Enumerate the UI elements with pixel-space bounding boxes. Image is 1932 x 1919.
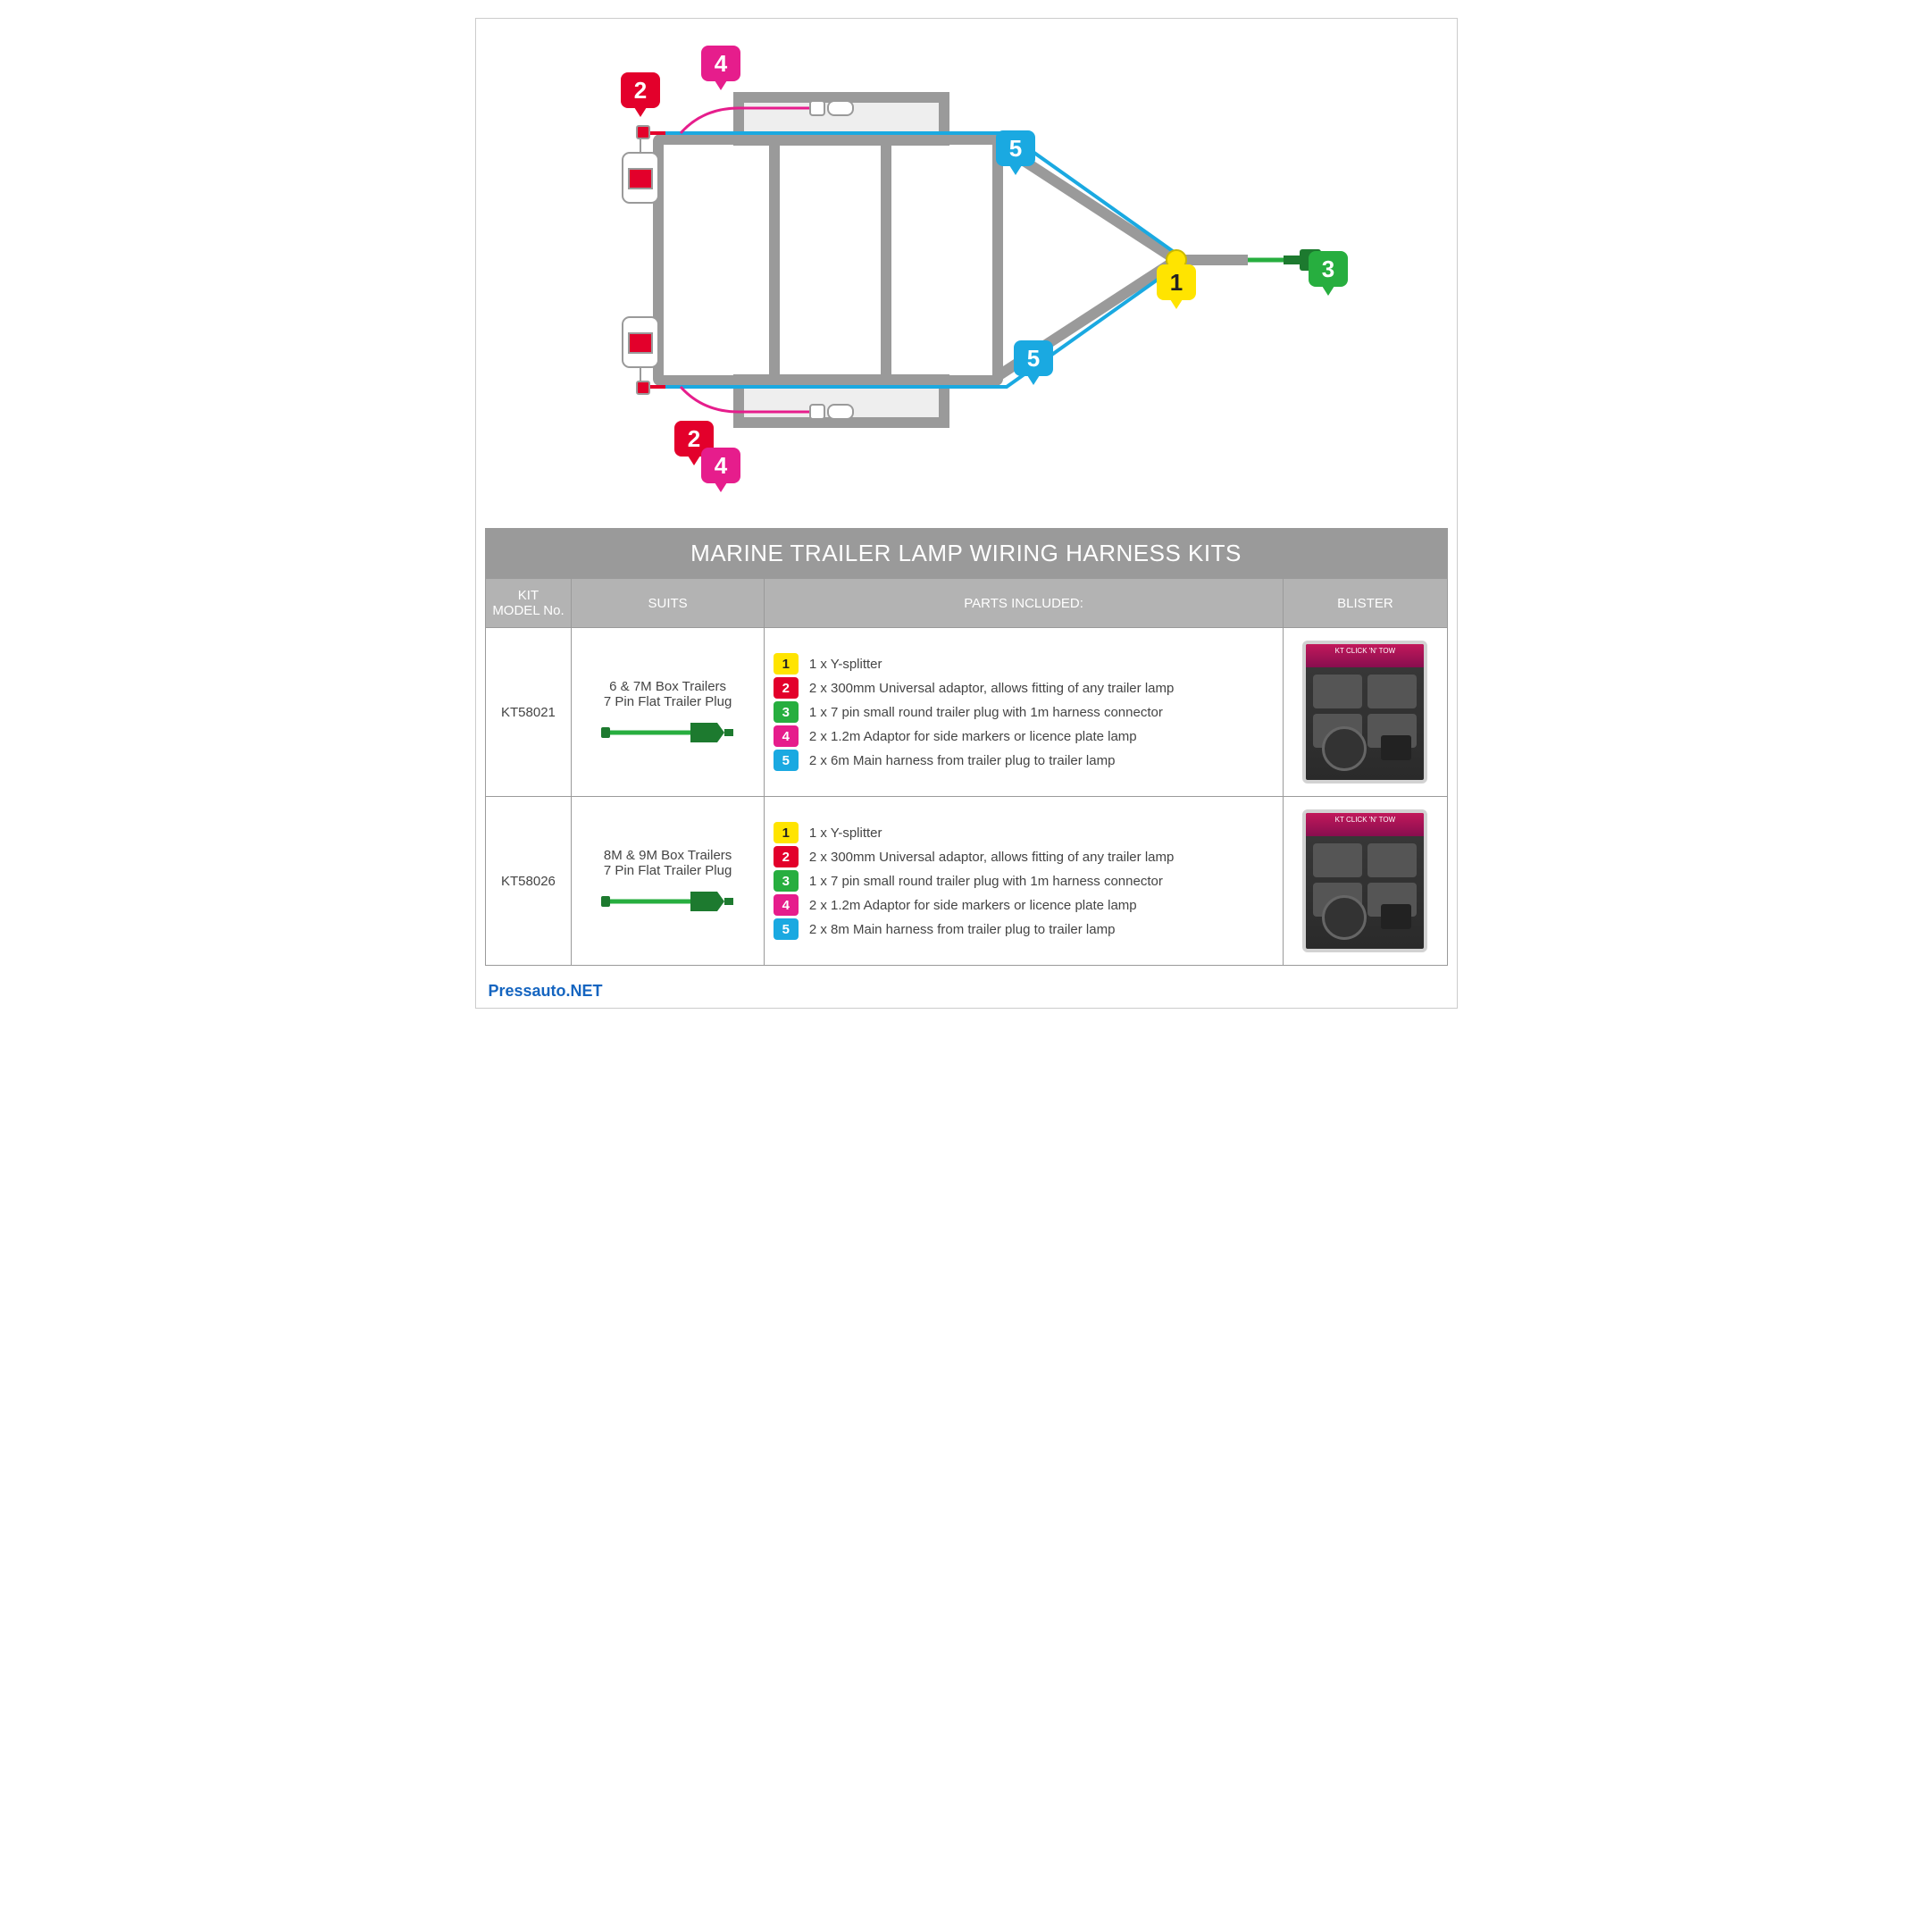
part-line: 3 1 x 7 pin small round trailer plug with… <box>774 701 1275 723</box>
suits-text: 6 & 7M Box Trailers7 Pin Flat Trailer Pl… <box>604 679 732 709</box>
part-badge-1: 1 <box>774 822 799 843</box>
part-desc: 1 x Y-splitter <box>809 825 882 841</box>
part-line: 4 2 x 1.2m Adaptor for side markers or li… <box>774 894 1275 916</box>
svg-text:3: 3 <box>1321 256 1334 282</box>
part-desc: 1 x 7 pin small round trailer plug with … <box>809 705 1163 720</box>
trailer-wiring-diagram: 1 2 2 3 4 4 5 5 <box>551 37 1382 501</box>
callout-badge-2: 2 <box>621 72 660 117</box>
callout-badge-1: 1 <box>1157 264 1196 309</box>
svg-text:4: 4 <box>714 452 727 479</box>
blister-pack-image: KT CLICK 'N' TOW <box>1302 641 1427 784</box>
part-badge-3: 3 <box>774 701 799 723</box>
parts-cell: 1 1 x Y-splitter 2 2 x 300mm Universal adap… <box>764 797 1284 966</box>
part-badge-4: 4 <box>774 725 799 747</box>
plug-icon <box>601 720 735 745</box>
table-row: KT58026 8M & 9M Box Trailers7 Pin Flat T… <box>485 797 1447 966</box>
part-line: 4 2 x 1.2m Adaptor for side markers or li… <box>774 725 1275 747</box>
svg-text:4: 4 <box>714 50 727 77</box>
part-badge-5: 5 <box>774 750 799 771</box>
part-desc: 2 x 6m Main harness from trailer plug to… <box>809 753 1116 768</box>
blister-pack-image: KT CLICK 'N' TOW <box>1302 809 1427 952</box>
callout-badge-3: 3 <box>1309 251 1348 296</box>
part-desc: 2 x 8m Main harness from trailer plug to… <box>809 922 1116 937</box>
part-desc: 2 x 300mm Universal adaptor, allows fitt… <box>809 850 1175 865</box>
svg-text:5: 5 <box>1008 135 1021 162</box>
callout-badge-4: 4 <box>701 46 740 90</box>
svg-text:2: 2 <box>633 77 646 104</box>
model-cell: KT58026 <box>485 797 572 966</box>
callout-badge-4: 4 <box>701 448 740 492</box>
part-badge-5: 5 <box>774 918 799 940</box>
svg-text:5: 5 <box>1026 345 1039 372</box>
part-line: 3 1 x 7 pin small round trailer plug with… <box>774 870 1275 892</box>
kits-table: MARINE TRAILER LAMP WIRING HARNESS KITS … <box>485 528 1448 966</box>
suits-cell: 8M & 9M Box Trailers7 Pin Flat Trailer P… <box>572 797 764 966</box>
part-desc: 2 x 300mm Universal adaptor, allows fitt… <box>809 681 1175 696</box>
part-line: 2 2 x 300mm Universal adaptor, allows fit… <box>774 677 1275 699</box>
blister-cell: KT CLICK 'N' TOW <box>1284 797 1447 966</box>
table-title-row: MARINE TRAILER LAMP WIRING HARNESS KITS <box>485 529 1447 579</box>
table-title: MARINE TRAILER LAMP WIRING HARNESS KITS <box>485 529 1447 579</box>
part-line: 5 2 x 8m Main harness from trailer plug t… <box>774 918 1275 940</box>
table-row: KT58021 6 & 7M Box Trailers7 Pin Flat Tr… <box>485 628 1447 797</box>
part-desc: 2 x 1.2m Adaptor for side markers or lic… <box>809 898 1137 913</box>
suits-cell: 6 & 7M Box Trailers7 Pin Flat Trailer Pl… <box>572 628 764 797</box>
header-suits: SUITS <box>572 579 764 628</box>
footer-attribution: Pressauto.NET <box>476 975 1457 1008</box>
part-badge-4: 4 <box>774 894 799 916</box>
suits-text: 8M & 9M Box Trailers7 Pin Flat Trailer P… <box>604 848 732 878</box>
header-parts: PARTS INCLUDED: <box>764 579 1284 628</box>
table-header-row: KIT MODEL No. SUITS PARTS INCLUDED: BLIS… <box>485 579 1447 628</box>
part-line: 1 1 x Y-splitter <box>774 822 1275 843</box>
part-badge-1: 1 <box>774 653 799 675</box>
blister-cell: KT CLICK 'N' TOW <box>1284 628 1447 797</box>
part-line: 2 2 x 300mm Universal adaptor, allows fit… <box>774 846 1275 867</box>
parts-cell: 1 1 x Y-splitter 2 2 x 300mm Universal adap… <box>764 628 1284 797</box>
plug-icon <box>601 889 735 914</box>
svg-text:2: 2 <box>687 425 699 452</box>
header-model: KIT MODEL No. <box>485 579 572 628</box>
model-cell: KT58021 <box>485 628 572 797</box>
wiring-diagram-area: 1 2 2 3 4 4 5 5 <box>476 19 1457 519</box>
part-badge-2: 2 <box>774 677 799 699</box>
part-badge-3: 3 <box>774 870 799 892</box>
part-desc: 1 x 7 pin small round trailer plug with … <box>809 874 1163 889</box>
part-desc: 2 x 1.2m Adaptor for side markers or lic… <box>809 729 1137 744</box>
part-line: 1 1 x Y-splitter <box>774 653 1275 675</box>
page-container: 12234455 MARINE TRAILER LAMP WIRING HARN… <box>475 18 1458 1009</box>
part-desc: 1 x Y-splitter <box>809 657 882 672</box>
part-badge-2: 2 <box>774 846 799 867</box>
kits-table-area: MARINE TRAILER LAMP WIRING HARNESS KITS … <box>476 519 1457 975</box>
part-line: 5 2 x 6m Main harness from trailer plug t… <box>774 750 1275 771</box>
svg-text:1: 1 <box>1169 269 1182 296</box>
header-blister: BLISTER <box>1284 579 1447 628</box>
